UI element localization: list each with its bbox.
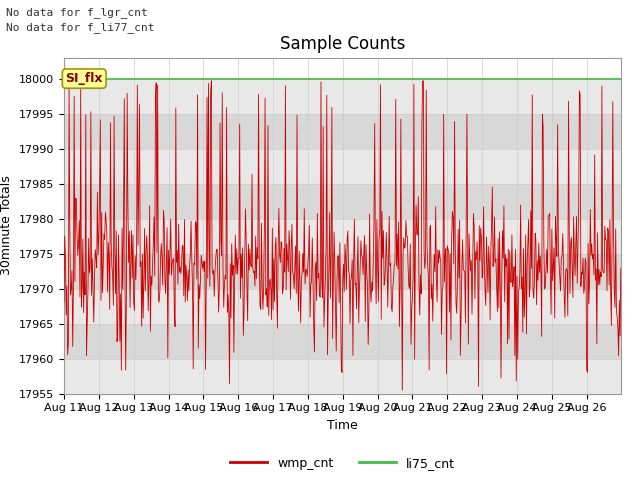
Bar: [64, 218, 621, 253]
Y-axis label: 30minute Totals: 30minute Totals: [1, 176, 13, 276]
X-axis label: Time: Time: [327, 419, 358, 432]
Bar: [64, 253, 621, 288]
Text: No data for f_lgr_cnt: No data for f_lgr_cnt: [6, 7, 148, 18]
Title: Sample Counts: Sample Counts: [280, 35, 405, 53]
Text: No data for f_li77_cnt: No data for f_li77_cnt: [6, 22, 155, 33]
Text: SI_flx: SI_flx: [65, 72, 103, 85]
Bar: [64, 79, 621, 114]
Bar: [64, 149, 621, 184]
Bar: [64, 359, 621, 394]
Bar: [64, 324, 621, 359]
Legend: wmp_cnt, li75_cnt: wmp_cnt, li75_cnt: [225, 452, 460, 475]
Bar: [64, 114, 621, 149]
Bar: [64, 184, 621, 218]
Bar: [64, 288, 621, 324]
